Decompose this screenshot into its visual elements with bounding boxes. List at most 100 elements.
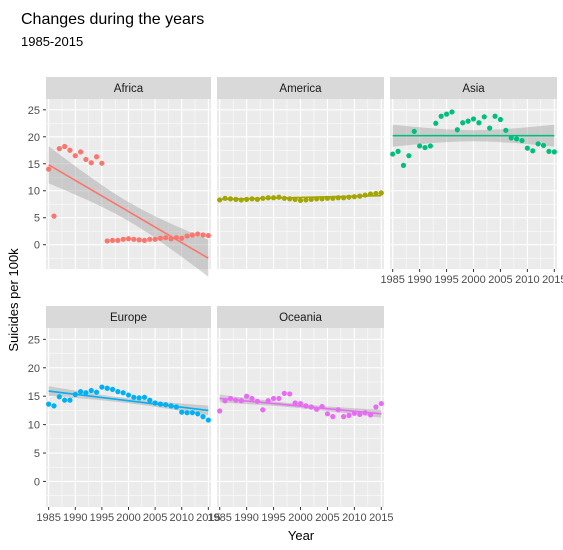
data-point	[454, 127, 460, 133]
strip-oceania	[217, 306, 384, 328]
data-point	[141, 394, 148, 400]
x-tick-label: 1985	[380, 274, 404, 286]
x-tick-label: 2005	[488, 274, 512, 286]
data-point	[244, 393, 250, 399]
data-point	[205, 417, 211, 423]
data-point	[378, 400, 384, 407]
data-point	[400, 162, 407, 168]
strip-label-africa: Africa	[114, 83, 144, 95]
x-tick-label: 2015	[369, 512, 393, 524]
strip-africa	[46, 77, 211, 99]
y-tick-label: 20	[28, 363, 40, 375]
data-point	[120, 390, 126, 396]
panel-europe: Europe 0 5 10 15 20 25 1985 1990 1995 2000 2005 2010…	[28, 306, 221, 524]
data-point	[184, 233, 190, 239]
x-tick-label: 1990	[407, 274, 431, 286]
data-point	[524, 145, 530, 151]
data-point	[77, 389, 84, 395]
data-point	[427, 143, 434, 149]
data-point	[292, 400, 298, 406]
strip-label-america: America	[279, 83, 322, 95]
data-point	[83, 156, 89, 163]
data-point	[147, 236, 153, 242]
data-point	[297, 400, 304, 407]
data-point	[141, 237, 148, 243]
data-point	[131, 236, 137, 242]
data-point	[62, 397, 68, 403]
y-tick-label: 10	[28, 186, 40, 198]
x-tick-label: 2000	[288, 512, 312, 524]
data-point	[546, 148, 552, 154]
data-point	[88, 387, 94, 394]
y-tick-label: 0	[34, 240, 40, 252]
data-point	[115, 389, 121, 395]
data-point	[508, 135, 514, 141]
data-point	[443, 111, 450, 117]
gridlines	[46, 328, 211, 507]
data-point	[324, 411, 331, 417]
gridlines	[217, 328, 384, 507]
data-point	[115, 237, 121, 243]
data-point	[200, 414, 206, 420]
data-point	[346, 412, 352, 419]
data-point	[422, 144, 428, 151]
data-point	[465, 118, 471, 124]
data-point	[330, 414, 336, 420]
data-point	[189, 232, 195, 238]
data-point	[297, 197, 304, 204]
strip-america	[217, 77, 384, 99]
data-point	[136, 395, 142, 401]
strip-europe	[46, 306, 211, 328]
x-tick-label: 2015	[542, 274, 563, 286]
data-point	[373, 190, 379, 197]
data-point	[476, 120, 482, 126]
x-tick-label: 2000	[116, 512, 140, 524]
data-point	[189, 410, 195, 416]
data-point	[51, 403, 57, 409]
data-point	[519, 137, 525, 144]
data-point	[109, 237, 116, 243]
data-point	[125, 392, 132, 398]
x-tick-label: 2010	[342, 512, 366, 524]
data-point	[51, 213, 57, 219]
x-tick-label: 1985	[36, 512, 60, 524]
data-point	[157, 235, 164, 241]
x-tick-label: 2015	[196, 512, 220, 524]
data-point	[411, 128, 417, 134]
y-tick-label: 5	[34, 213, 40, 225]
data-point	[287, 391, 293, 397]
data-point	[303, 197, 309, 203]
data-point	[184, 410, 190, 416]
x-tick-label: 1985	[207, 512, 231, 524]
panel-america: America	[217, 77, 384, 269]
data-point	[503, 127, 509, 133]
data-point	[99, 160, 105, 166]
y-tick-label: 25	[28, 105, 40, 117]
data-point	[254, 196, 261, 202]
y-tick-label: 0	[34, 476, 40, 488]
y-tick-label: 10	[28, 420, 40, 432]
data-point	[125, 236, 132, 242]
strip-label-asia: Asia	[462, 83, 485, 95]
x-tick-label: 2000	[461, 274, 485, 286]
gridlines	[217, 99, 384, 269]
data-point	[378, 190, 384, 196]
data-point	[195, 411, 201, 417]
data-point	[93, 389, 100, 395]
data-point	[56, 146, 62, 152]
y-tick-label: 15	[28, 159, 40, 171]
y-axis-title: Suicides per 100k	[6, 248, 21, 352]
y-tick-label: 25	[28, 334, 40, 346]
trend-line-america	[219, 194, 382, 201]
data-point	[46, 401, 52, 407]
data-point	[535, 141, 541, 147]
data-point	[195, 231, 201, 237]
data-point	[62, 143, 68, 150]
data-point	[179, 409, 185, 415]
data-point	[83, 390, 89, 396]
gridlines	[46, 99, 211, 269]
x-tick-label: 1995	[261, 512, 285, 524]
data-point	[147, 397, 153, 403]
